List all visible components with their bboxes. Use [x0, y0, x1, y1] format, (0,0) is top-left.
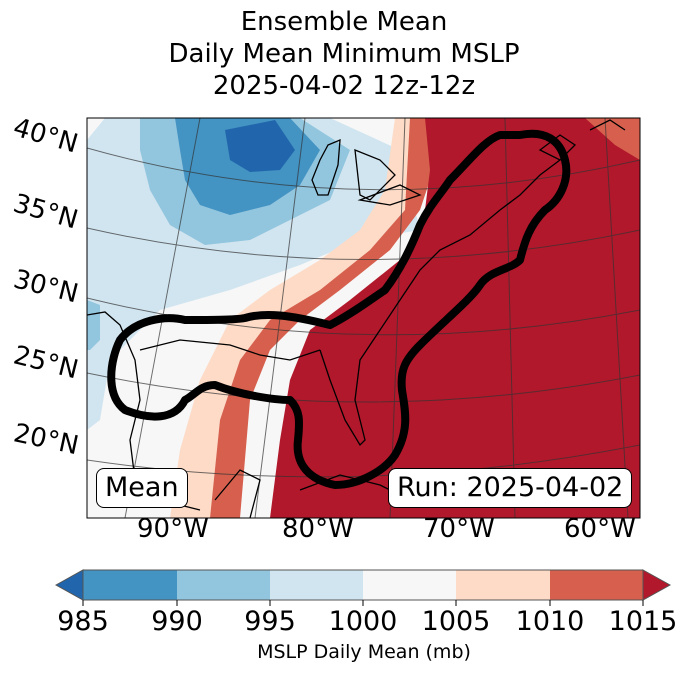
colorbar-tick: 990 [151, 606, 203, 637]
colorbar [54, 569, 672, 606]
colorbar-bin-990-995 [177, 570, 270, 600]
colorbar-label: MSLP Daily Mean (mb) [257, 641, 471, 663]
field-under-985 [225, 120, 295, 172]
colorbar-tick: 1010 [515, 606, 585, 637]
title-line-3: 2025-04-02 12z-12z [212, 71, 476, 101]
colorbar-tick: 1005 [421, 606, 491, 637]
map-area [87, 118, 640, 518]
colorbar-tick: 985 [57, 606, 109, 637]
colorbar-tick: 995 [244, 606, 296, 637]
colorbar-bin-995-1000 [270, 570, 363, 600]
mean-label-box: Mean [96, 468, 188, 508]
field-1010-1015-ne [585, 118, 640, 160]
map-frame [86, 117, 641, 519]
colorbar-bin-1000-1005 [363, 570, 456, 600]
colorbar-bin-1005-1010 [456, 570, 550, 600]
colorbar-bin-1010-1015 [550, 570, 643, 600]
lon-label-80w: 80°W [282, 514, 354, 544]
field-over-1015 [270, 118, 640, 518]
title-line-2: Daily Mean Minimum MSLP [168, 39, 520, 69]
probability-contour [107, 129, 571, 489]
run-date-box: Run: 2025-04-02 [388, 468, 633, 508]
colorbar-bin-985-990 [83, 570, 177, 600]
title-line-1: Ensemble Mean [240, 7, 448, 37]
lon-label-70w: 70°W [423, 514, 495, 544]
lon-label-60w: 60°W [564, 514, 636, 544]
colorbar-tick: 1015 [608, 606, 678, 637]
lon-label-90w: 90°W [137, 514, 209, 544]
colorbar-over-arrow [642, 569, 672, 601]
colorbar-under-arrow [54, 569, 84, 601]
field-990-995-west [87, 300, 100, 350]
colorbar-tick: 1000 [328, 606, 398, 637]
